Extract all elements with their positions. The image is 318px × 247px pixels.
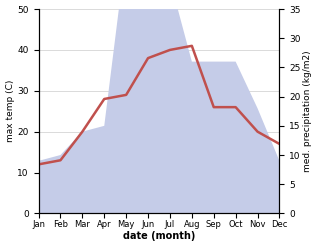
Y-axis label: med. precipitation (kg/m2): med. precipitation (kg/m2) [303, 50, 313, 172]
Y-axis label: max temp (C): max temp (C) [5, 80, 15, 143]
X-axis label: date (month): date (month) [123, 231, 195, 242]
